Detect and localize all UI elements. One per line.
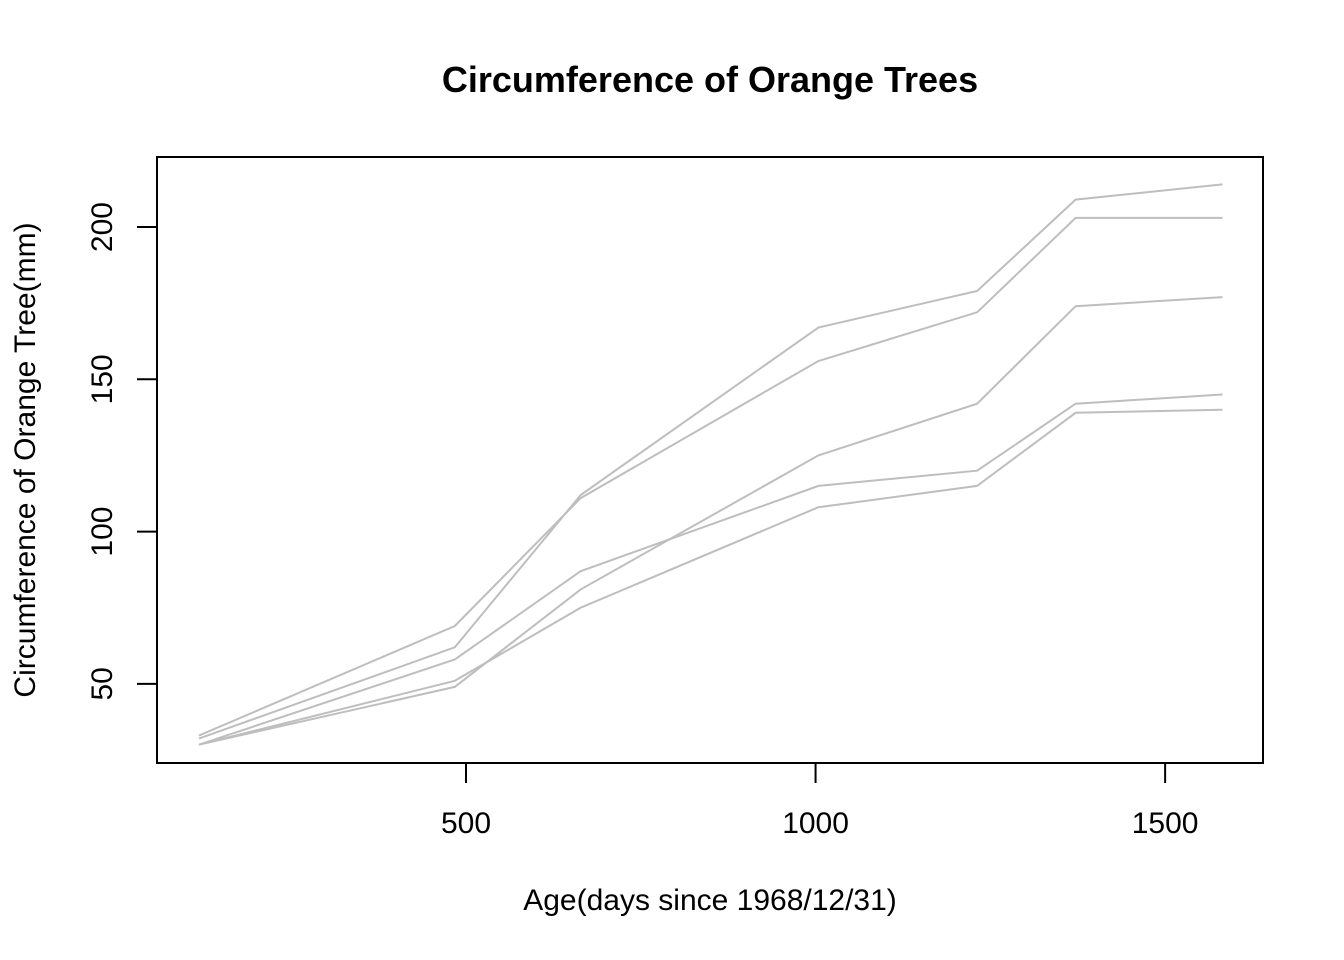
series-line-4 xyxy=(198,183,1223,740)
y-tick-label: 200 xyxy=(86,202,119,252)
plot-frame xyxy=(156,156,1264,764)
y-tick-label: 150 xyxy=(86,354,119,404)
x-axis-label: Age(days since 1968/12/31) xyxy=(523,884,897,917)
series-lines xyxy=(198,183,1223,746)
x-tick-label: 500 xyxy=(441,807,491,840)
series-line-1 xyxy=(198,393,1223,746)
chart-title: Circumference of Orange Trees xyxy=(442,59,978,100)
series-line-5 xyxy=(198,296,1223,746)
y-tick-label: 50 xyxy=(86,667,119,700)
series-line-3 xyxy=(198,408,1223,746)
y-axis-label: Circumference of Orange Tree(mm) xyxy=(9,222,42,697)
series-line-2 xyxy=(198,216,1223,737)
y-tick-label: 100 xyxy=(86,507,119,557)
x-axis: 500 1000 1500 xyxy=(441,763,1199,840)
x-tick-label: 1000 xyxy=(782,807,849,840)
x-tick-label: 1500 xyxy=(1132,807,1199,840)
y-axis: 50 100 150 200 xyxy=(86,202,157,701)
